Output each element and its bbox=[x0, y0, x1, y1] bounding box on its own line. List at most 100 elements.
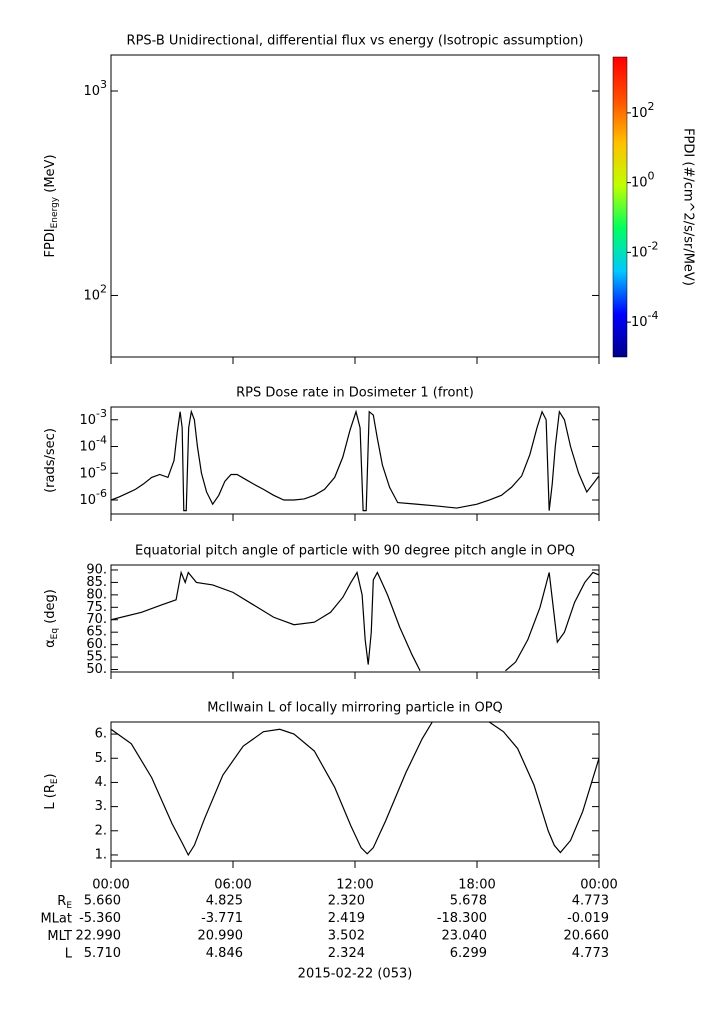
plot-frame bbox=[110, 54, 600, 358]
tick-base: 10 bbox=[79, 439, 96, 454]
tick-label: 2. bbox=[95, 823, 107, 838]
ephemeris-value: 2.320 bbox=[328, 894, 365, 909]
label-sub: Energy bbox=[50, 196, 60, 228]
ephemeris-value: 4.773 bbox=[572, 946, 609, 961]
tick-label: 103 bbox=[83, 78, 107, 99]
x-tick-label: 12:00 bbox=[336, 878, 373, 893]
ephemeris-value: 4.773 bbox=[572, 894, 609, 909]
label-main: MLat bbox=[40, 911, 72, 926]
label-sub: Eq bbox=[50, 628, 60, 639]
tick-label: 3. bbox=[95, 799, 107, 814]
colorbar bbox=[612, 56, 628, 358]
x-axis-label: 2015-02-22 (053) bbox=[298, 967, 413, 982]
tick-exponent: -4 bbox=[96, 434, 107, 447]
ephemeris-value: 3.502 bbox=[328, 929, 365, 944]
label-rest: (MeV) bbox=[43, 154, 58, 196]
tick-label: 10-4 bbox=[631, 309, 659, 330]
axis-label: FPDIEnergy (MeV) bbox=[43, 154, 60, 257]
tick-base: 10 bbox=[631, 245, 648, 260]
label-main: α bbox=[43, 639, 58, 648]
tick-base: 10 bbox=[631, 105, 648, 120]
ephemeris-label: L bbox=[65, 946, 73, 961]
x-tick-label: 18:00 bbox=[458, 878, 495, 893]
tick-label: 6. bbox=[95, 727, 107, 742]
ephemeris-value: 23.040 bbox=[442, 929, 488, 944]
ephemeris-value: 5.678 bbox=[450, 894, 487, 909]
label-main: L bbox=[65, 946, 73, 961]
ephemeris-label: RE bbox=[57, 894, 72, 911]
data-line bbox=[111, 722, 599, 857]
ephemeris-value: 2.324 bbox=[328, 946, 365, 961]
tick-exponent: 0 bbox=[648, 170, 655, 183]
tick-base: 10 bbox=[79, 466, 96, 481]
ephemeris-value: 4.846 bbox=[206, 946, 243, 961]
ephemeris-value: 6.299 bbox=[450, 946, 487, 961]
tick-exponent: -2 bbox=[648, 239, 659, 252]
plot-frame bbox=[110, 406, 600, 515]
ephemeris-value: -0.019 bbox=[567, 911, 609, 926]
plot-frame bbox=[110, 721, 600, 862]
tick-label: 102 bbox=[631, 100, 655, 121]
ephemeris-value: 5.710 bbox=[84, 946, 121, 961]
tick-base: 10 bbox=[79, 493, 96, 508]
tick-label: 75. bbox=[86, 600, 107, 615]
label-main: FPDI bbox=[43, 228, 58, 257]
tick-label: 102 bbox=[83, 282, 107, 303]
ephemeris-value: -3.771 bbox=[201, 911, 243, 926]
ephemeris-value: -5.360 bbox=[79, 911, 121, 926]
tick-label: 60. bbox=[86, 637, 107, 652]
tick-label: 70. bbox=[86, 612, 107, 627]
tick-label: 65. bbox=[86, 625, 107, 640]
tick-label: 10-5 bbox=[79, 460, 107, 481]
label-main: L (R bbox=[43, 784, 58, 809]
axis-label: L (RE) bbox=[43, 773, 60, 809]
panel-title: RPS-B Unidirectional, differential flux … bbox=[127, 34, 584, 49]
tick-base: 10 bbox=[631, 315, 648, 330]
tick-label: 50. bbox=[86, 662, 107, 677]
label-rest: (deg) bbox=[43, 589, 58, 628]
panel-title: Equatorial pitch angle of particle with … bbox=[135, 544, 575, 559]
tick-base: 10 bbox=[83, 288, 100, 303]
x-tick-label: 06:00 bbox=[214, 878, 251, 893]
tick-base: 10 bbox=[631, 175, 648, 190]
label-sub: E bbox=[66, 901, 72, 911]
colorbar-label: FPDI (#/cm^2/s/sr/MeV) bbox=[681, 128, 696, 286]
tick-label: 4. bbox=[95, 775, 107, 790]
ephemeris-value: 20.990 bbox=[198, 929, 244, 944]
panel-title: McIlwain L of locally mirroring particle… bbox=[207, 701, 503, 716]
x-tick-label: 00:00 bbox=[92, 878, 129, 893]
tick-exponent: -5 bbox=[96, 460, 107, 473]
tick-base: 10 bbox=[83, 84, 100, 99]
tick-label: 80. bbox=[86, 587, 107, 602]
x-tick-label: 00:00 bbox=[580, 878, 617, 893]
tick-label: 10-3 bbox=[79, 407, 107, 428]
tick-exponent: 3 bbox=[100, 78, 107, 91]
label-main: (rads/sec) bbox=[43, 428, 58, 493]
tick-label: 55. bbox=[86, 650, 107, 665]
tick-exponent: 2 bbox=[100, 282, 107, 295]
panel-title: RPS Dose rate in Dosimeter 1 (front) bbox=[236, 386, 474, 401]
ephemeris-value: 2.419 bbox=[328, 911, 365, 926]
ephemeris-value: 4.825 bbox=[206, 894, 243, 909]
label-sub: E bbox=[50, 778, 60, 784]
ephemeris-value: 22.990 bbox=[76, 929, 122, 944]
ephemeris-value: 20.660 bbox=[564, 929, 610, 944]
ephemeris-value: -18.300 bbox=[437, 911, 487, 926]
ephemeris-label: MLat bbox=[40, 911, 72, 926]
tick-label: 10-2 bbox=[631, 239, 659, 260]
tick-exponent: -4 bbox=[648, 309, 659, 322]
axis-label: (rads/sec) bbox=[43, 428, 58, 493]
data-line bbox=[111, 570, 599, 672]
label-rest: ) bbox=[43, 773, 58, 778]
tick-label: 100 bbox=[631, 170, 655, 191]
data-line bbox=[111, 409, 599, 512]
tick-label: 90. bbox=[86, 562, 107, 577]
tick-label: 85. bbox=[86, 575, 107, 590]
tick-label: 10-6 bbox=[79, 487, 107, 508]
label-main: MLT bbox=[47, 929, 72, 944]
tick-label: 10-4 bbox=[79, 434, 107, 455]
axis-label: αEq (deg) bbox=[43, 589, 60, 648]
label-main: R bbox=[57, 894, 66, 909]
ephemeris-value: 5.660 bbox=[84, 894, 121, 909]
tick-label: 1. bbox=[95, 847, 107, 862]
